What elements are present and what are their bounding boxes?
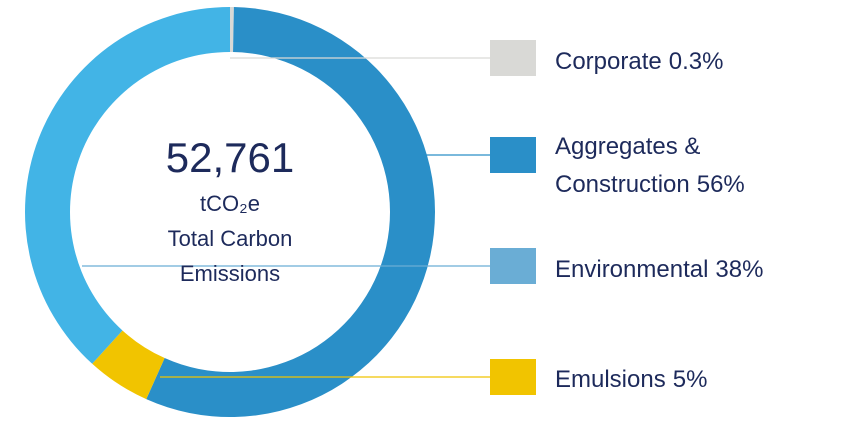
legend-label: Emulsions — [555, 366, 666, 393]
donut-segment — [24, 7, 230, 364]
legend-value: 0.3% — [668, 48, 724, 75]
legend-swatch — [490, 359, 536, 395]
legend-entry: Corporate 0.3% — [555, 43, 825, 81]
legend-entry: Emulsions 5% — [555, 361, 825, 399]
unit: tCO₂e — [200, 191, 260, 216]
legend-swatch — [490, 248, 536, 284]
legend-entry: Environmental 38% — [555, 251, 825, 289]
center-label: 52,761 tCO₂e Total Carbon Emissions — [120, 130, 340, 291]
legend-value: 38% — [715, 256, 764, 283]
donut-segment — [92, 330, 165, 400]
legend-swatch — [490, 40, 536, 76]
legend-swatch — [490, 137, 536, 173]
legend-value: 5% — [672, 366, 708, 393]
legend-label: Corporate — [555, 48, 662, 75]
total: 52,761 — [165, 134, 295, 181]
legend-value: 56% — [696, 171, 745, 198]
legend-label: Environmental — [555, 256, 709, 283]
caption: Total Carbon Emissions — [167, 226, 293, 286]
donut-segment — [230, 7, 234, 53]
legend-label: Aggregates & Construction — [555, 133, 701, 198]
donut-segment — [146, 7, 436, 418]
legend-entry: Aggregates & Construction 56% — [555, 128, 825, 204]
